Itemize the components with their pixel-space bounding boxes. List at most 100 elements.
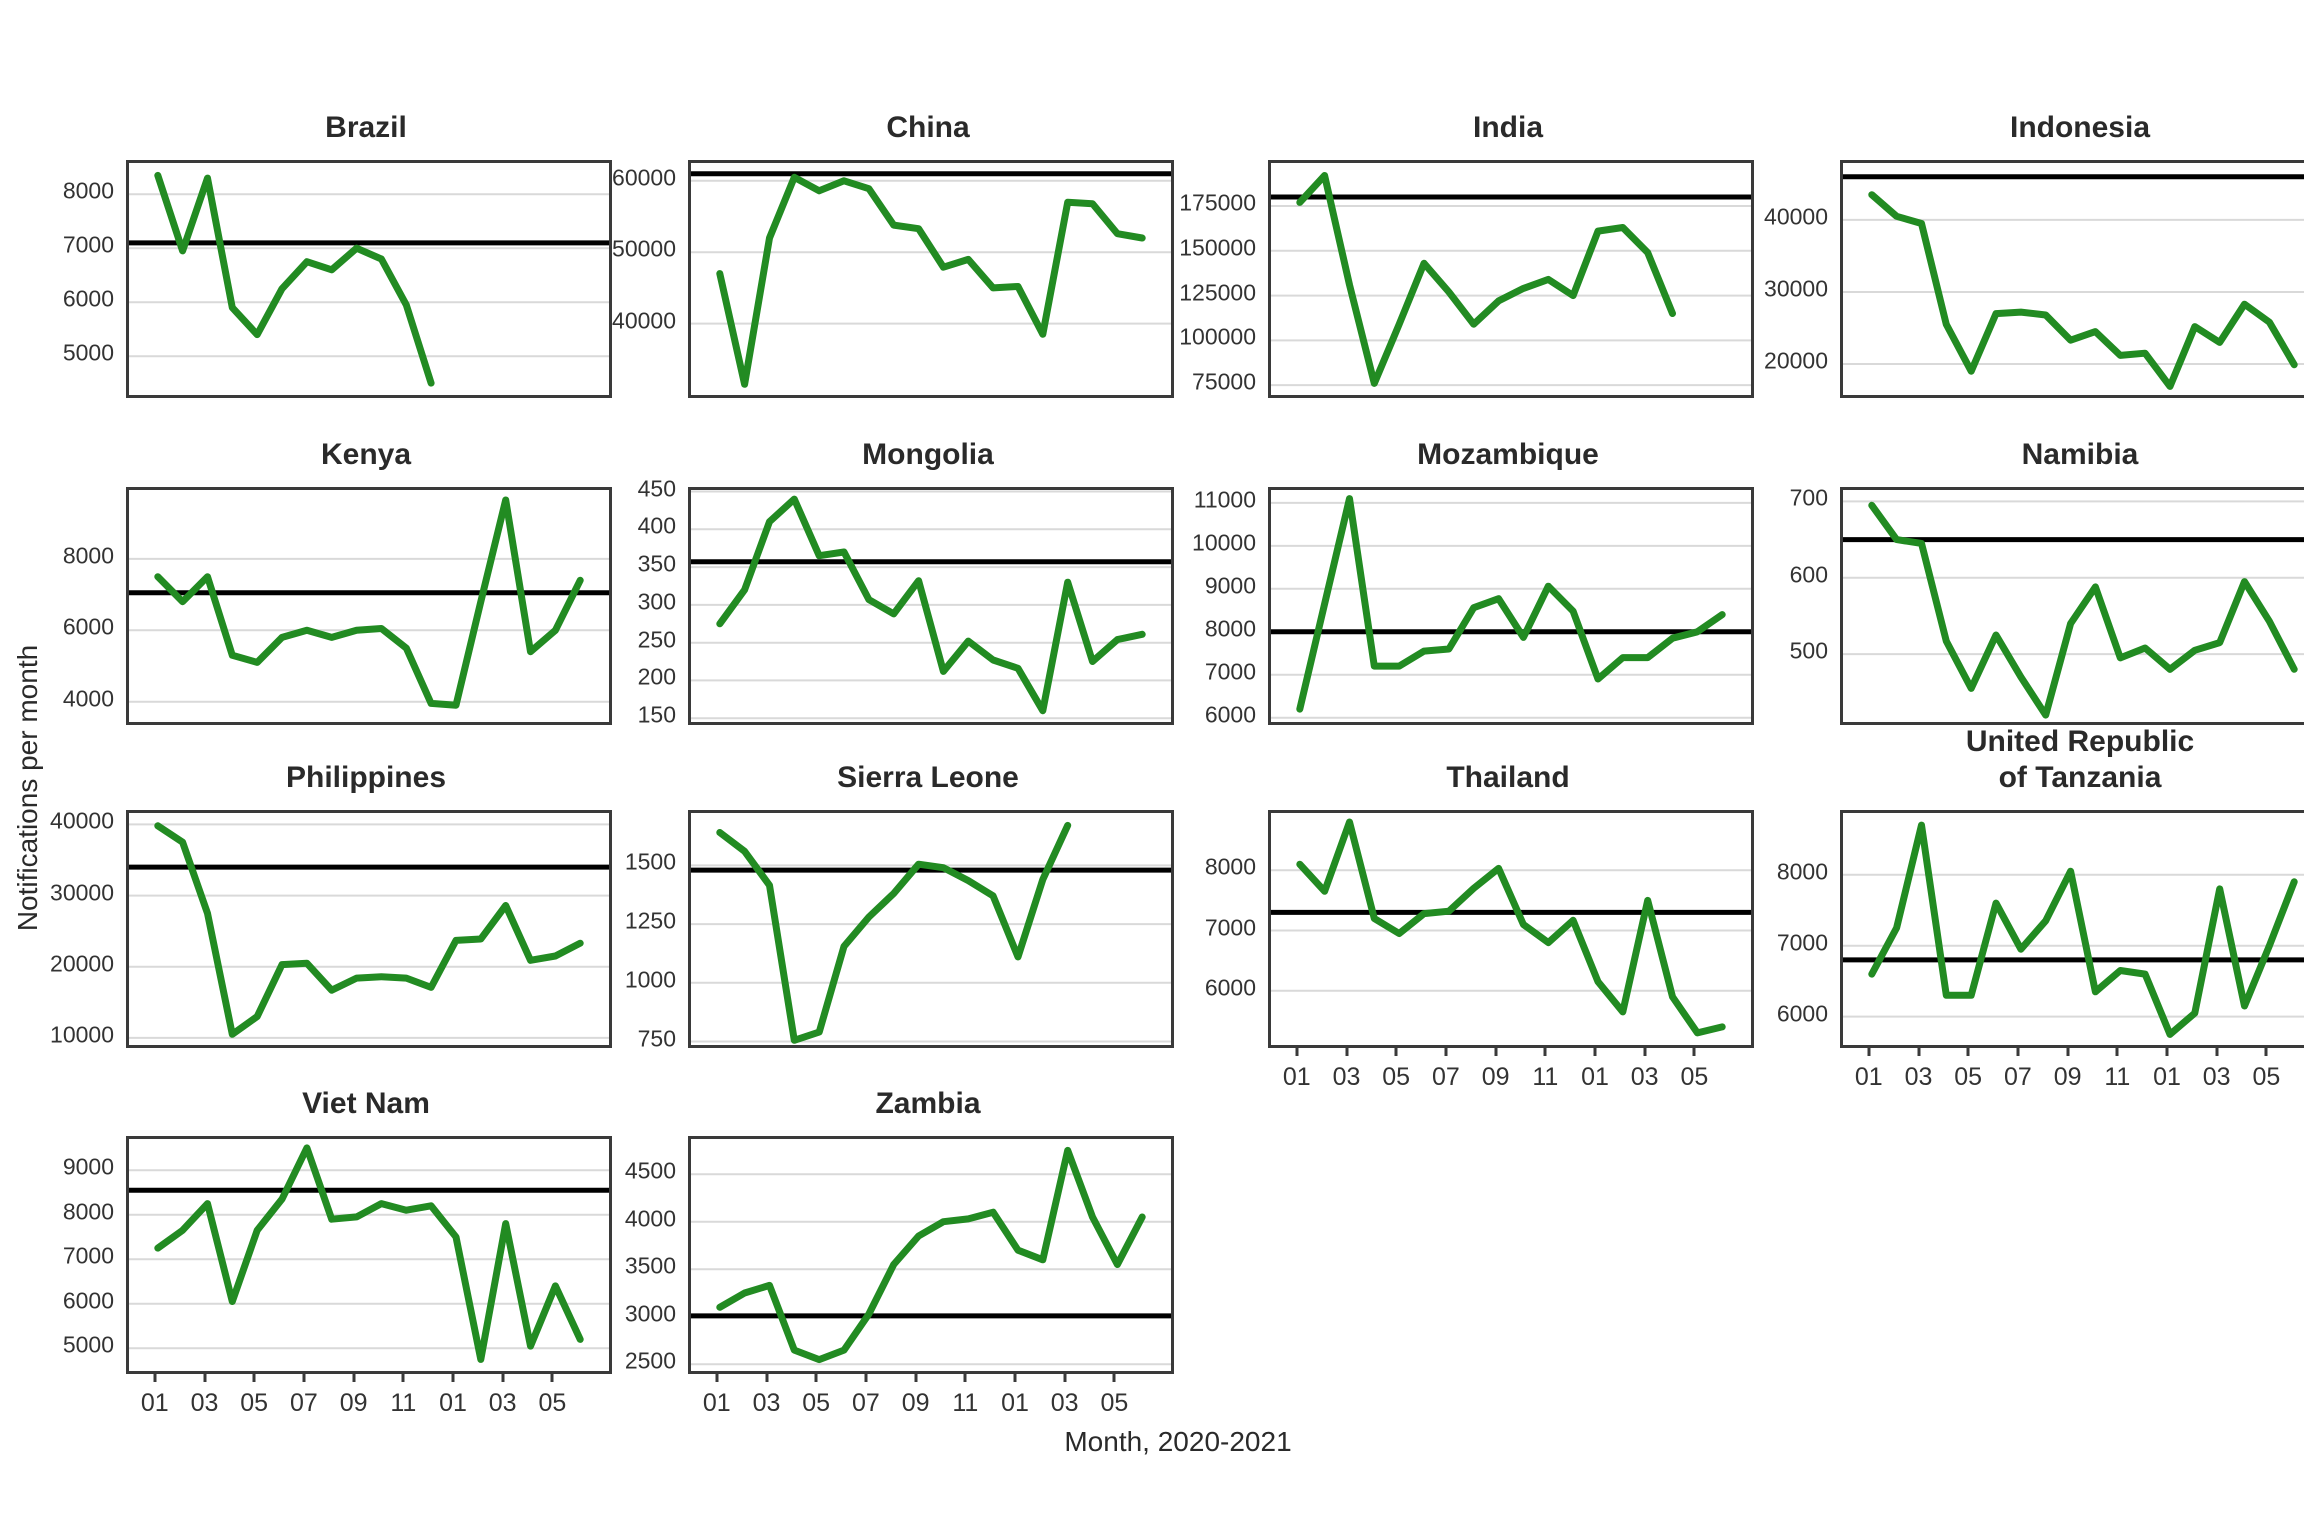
x-tick-label: 03: [752, 1389, 781, 1417]
y-tick-label: 200: [637, 663, 676, 690]
y-tick-label: 150000: [1179, 234, 1256, 261]
y-tick-labels: 4000 6000 8000: [0, 487, 114, 719]
x-tick-label: 03: [1904, 1063, 1933, 1091]
x-axis: 01 03 05 07 09 11 01 03 05: [1268, 1045, 1748, 1107]
x-tick-label: 05: [538, 1389, 567, 1417]
notifications-series-line: [1868, 821, 2298, 1038]
y-tick-label: 10000: [1192, 529, 1256, 556]
x-tick-label: 11: [390, 1389, 417, 1417]
y-tick-label: 6000: [62, 1287, 114, 1314]
y-tick-labels: 75000 100000 125000 150000 175000: [1126, 160, 1256, 395]
y-tick-label: 40000: [612, 307, 676, 334]
panel-namibia: Namibia 500 600 700: [1790, 438, 2304, 725]
plot-area: [1840, 160, 2304, 398]
y-tick-label: 40000: [50, 807, 114, 834]
y-tick-labels: 750 1000 1250 1500: [546, 810, 676, 1051]
panel-title: Mozambique: [1417, 438, 1599, 471]
y-tick-label: 125000: [1179, 279, 1256, 306]
panel-mozambique: Mozambique 6000 7000 8000 9000 10000 11000: [1192, 438, 1754, 727]
x-tick-mark: [2066, 1045, 2070, 1056]
x-tick-mark: [765, 1371, 768, 1382]
y-tick-label: 400: [637, 512, 676, 539]
x-tick-mark: [302, 1371, 306, 1382]
x-tick-mark: [1543, 1045, 1547, 1056]
y-tick-label: 20000: [1764, 347, 1828, 374]
y-tick-label: 350: [637, 550, 676, 577]
plot-area: [126, 810, 612, 1048]
y-tick-labels: 6000 7000 8000: [1126, 810, 1256, 1042]
y-tick-label: 10000: [50, 1021, 114, 1048]
y-tick-label: 4500: [624, 1157, 676, 1184]
panel-title: China: [886, 111, 970, 144]
y-tick-label: 9000: [62, 1153, 114, 1180]
x-axis: 01 03 05 07 09 11 01 03 05: [126, 1371, 606, 1433]
x-tick-label: 09: [901, 1389, 930, 1417]
y-tick-label: 2500: [624, 1347, 676, 1374]
x-tick-label: 07: [2003, 1063, 2032, 1091]
x-tick-mark: [1394, 1045, 1398, 1056]
x-tick-mark: [1295, 1045, 1299, 1056]
x-tick-mark: [153, 1371, 157, 1382]
panel-title: Brazil: [325, 111, 407, 144]
y-tick-label: 175000: [1179, 189, 1256, 216]
panel-title: India: [1472, 111, 1544, 144]
y-tick-label: 75000: [1192, 368, 1256, 395]
panel-title: Mongolia: [862, 438, 994, 471]
notifications-series-line: [716, 495, 1146, 715]
notifications-series-line: [154, 496, 584, 709]
notifications-series-line: [1296, 495, 1726, 713]
panel-title: Indonesia: [2009, 111, 2151, 144]
y-tick-labels: 40000 50000 60000: [546, 160, 676, 392]
x-tick-mark: [1692, 1045, 1696, 1056]
x-tick-mark: [864, 1371, 868, 1382]
plot-area: [126, 160, 612, 398]
panel-viet-nam: Viet Nam 5000 6000 7000 8000 9000 01 03 05 07 09 11…: [63, 1087, 612, 1417]
y-tick-label: 6000: [62, 285, 114, 312]
x-tick-mark: [2264, 1045, 2268, 1056]
notifications-series-line: [154, 822, 584, 1038]
y-tick-label: 20000: [50, 950, 114, 977]
y-tick-labels: 5000 6000 7000 8000: [0, 160, 114, 392]
x-tick-label: 01: [439, 1389, 467, 1417]
y-tick-label: 450: [637, 475, 676, 501]
y-tick-label: 100000: [1179, 323, 1256, 350]
x-tick-mark: [814, 1371, 818, 1382]
y-tick-label: 1500: [624, 848, 676, 875]
x-tick-label: 01: [1854, 1063, 1883, 1091]
plot-area: [688, 810, 1174, 1048]
x-tick-mark: [252, 1371, 256, 1382]
y-tick-labels: 6000 7000 8000: [1698, 810, 1828, 1042]
y-tick-label: 30000: [1764, 275, 1828, 302]
x-tick-label: 05: [802, 1389, 831, 1417]
y-tick-label: 6000: [1204, 701, 1256, 728]
panel-title: Namibia: [2021, 438, 2139, 471]
x-tick-label: 01: [1282, 1063, 1311, 1091]
panel-philippines: Philippines 10000 20000 30000 40000: [50, 761, 612, 1048]
y-tick-label: 8000: [1776, 858, 1828, 885]
y-tick-labels: 20000 30000 40000: [1698, 160, 1828, 392]
y-tick-label: 7000: [1204, 658, 1256, 685]
x-tick-mark: [715, 1371, 719, 1382]
x-tick-mark: [963, 1371, 967, 1382]
panel-brazil: Brazil 5000 6000 7000 8000: [63, 111, 612, 398]
panel-title: Sierra Leone: [837, 761, 1019, 794]
x-tick-label: 03: [1050, 1389, 1079, 1417]
plot-area: [688, 160, 1174, 398]
panel-kenya: Kenya 4000 6000 8000: [63, 438, 612, 725]
panel-title: Thailand: [1446, 761, 1570, 794]
y-tick-label: 500: [1789, 637, 1828, 664]
x-tick-mark: [1494, 1045, 1498, 1056]
notifications-series-line: [1868, 191, 2298, 390]
notifications-series-line: [154, 1144, 584, 1363]
y-tick-label: 5000: [62, 1331, 114, 1358]
x-tick-label: 07: [851, 1389, 880, 1417]
x-tick-label: 05: [2252, 1063, 2281, 1091]
x-tick-label: 11: [952, 1389, 979, 1417]
x-tick-label: 05: [1382, 1063, 1411, 1091]
plot-area: [688, 487, 1174, 725]
x-tick-label: 03: [488, 1389, 517, 1417]
y-tick-label: 7000: [62, 1242, 114, 1269]
x-tick-label: 03: [190, 1389, 219, 1417]
x-tick-mark: [1112, 1371, 1116, 1382]
